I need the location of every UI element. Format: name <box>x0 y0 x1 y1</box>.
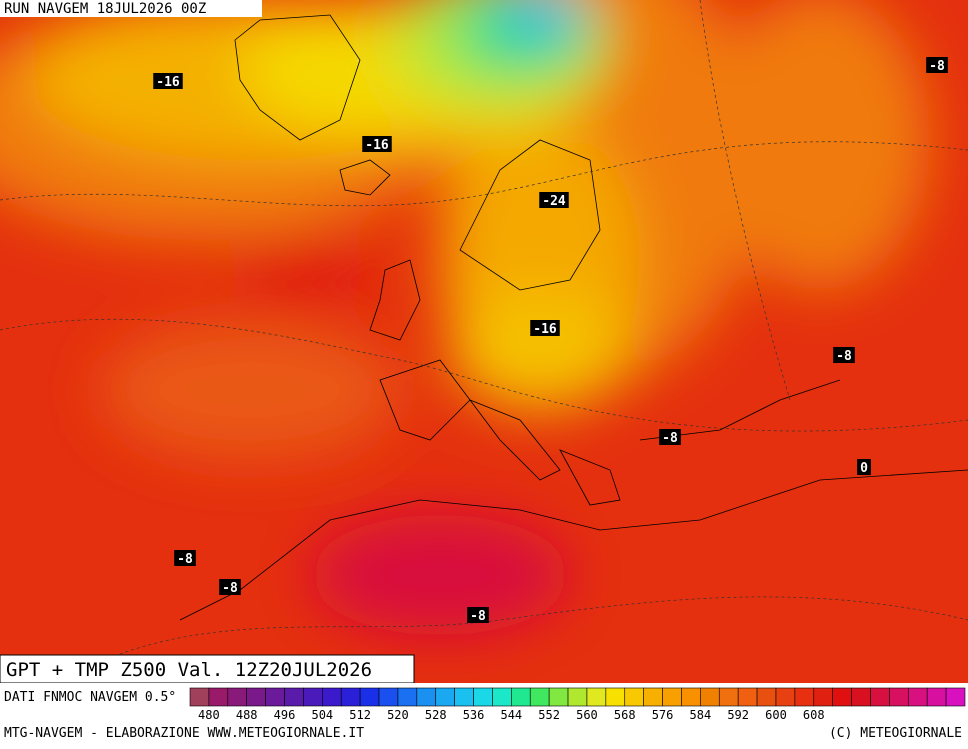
color-swatch <box>227 687 248 707</box>
color-swatch <box>832 687 852 707</box>
run-box <box>0 0 262 17</box>
color-swatch <box>889 687 909 707</box>
color-swatch <box>926 687 947 707</box>
temperature-label: -8 <box>177 552 193 567</box>
source-label: DATI FNMOC NAVGEM 0.5° <box>4 690 176 705</box>
scale-label: 568 <box>614 708 636 722</box>
color-swatch <box>529 687 550 707</box>
color-swatch <box>662 687 682 707</box>
temperature-label: -8 <box>222 581 238 596</box>
temperature-label: -8 <box>929 59 945 74</box>
map-field: -16 -16 -24 -16 -8 -8 -8 0 -8 -8 -8 GPT + TMP Z500… <box>0 0 968 683</box>
color-swatch <box>303 687 323 707</box>
color-swatch <box>416 687 437 707</box>
temperature-labels: -16 -16 -24 -16 -8 -8 -8 0 -8 -8 -8 <box>153 57 948 624</box>
color-swatch <box>700 687 720 707</box>
scale-label: 560 <box>576 708 598 722</box>
temperature-label: -16 <box>156 75 180 90</box>
label-box <box>926 57 948 73</box>
color-swatch <box>586 687 607 707</box>
color-swatch <box>435 687 455 707</box>
scale-label: 544 <box>500 708 522 722</box>
scale-label: 576 <box>652 708 674 722</box>
color-swatch <box>813 687 833 707</box>
color-swatch <box>945 687 966 707</box>
color-swatch <box>643 687 663 707</box>
scale-label: 536 <box>463 708 485 722</box>
scale-label: 504 <box>311 708 333 722</box>
color-swatch <box>870 687 890 707</box>
scale-label: 512 <box>349 708 371 722</box>
scale-label: 520 <box>387 708 409 722</box>
label-box <box>833 347 855 363</box>
scale-label: 552 <box>538 708 560 722</box>
scale-label: 584 <box>690 708 712 722</box>
color-swatch <box>681 687 701 707</box>
label-box <box>857 459 871 475</box>
color-swatch <box>454 687 474 707</box>
color-swatch <box>794 687 815 707</box>
color-swatch <box>340 687 361 707</box>
footer-right: (C) METEOGIORNALE <box>829 726 962 741</box>
color-swatch <box>378 687 399 707</box>
label-box <box>174 550 196 566</box>
color-swatch <box>492 687 512 707</box>
color-swatch <box>605 687 626 707</box>
scale-label: 488 <box>236 708 258 722</box>
color-swatch <box>511 687 531 707</box>
color-swatch <box>322 687 342 707</box>
title-box <box>0 654 415 683</box>
label-box <box>362 136 392 152</box>
temperature-label: -24 <box>542 194 566 209</box>
color-swatch <box>624 687 644 707</box>
color-swatch <box>473 687 493 707</box>
color-swatch <box>718 687 739 707</box>
color-swatch <box>907 687 928 707</box>
temperature-label: -8 <box>836 349 852 364</box>
color-swatch <box>284 687 304 707</box>
scale-label: 608 <box>803 708 825 722</box>
label-box <box>219 579 241 595</box>
label-box <box>659 429 681 445</box>
scale-label: 600 <box>765 708 787 722</box>
color-swatch <box>246 687 266 707</box>
color-swatch <box>737 687 758 707</box>
map-title: GPT + TMP Z500 Val. 12Z20JUL2026 <box>6 659 372 681</box>
footer-left: MTG-NAVGEM - ELABORAZIONE WWW.METEOGIORN… <box>4 726 364 741</box>
scale-label: 592 <box>727 708 749 722</box>
color-swatch <box>756 687 777 707</box>
color-swatch <box>851 687 871 707</box>
scale-label: 480 <box>198 708 220 722</box>
label-box <box>539 192 569 208</box>
temperature-label: -16 <box>365 138 389 153</box>
scale-label: 496 <box>274 708 296 722</box>
color-swatch <box>359 687 380 707</box>
label-box <box>467 607 489 623</box>
color-swatch <box>208 687 229 707</box>
color-swatch <box>265 687 285 707</box>
label-box <box>153 73 183 89</box>
label-box <box>530 320 560 336</box>
contours <box>0 0 968 683</box>
color-swatch <box>397 687 418 707</box>
color-swatch <box>548 687 569 707</box>
run-label: RUN NAVGEM 18JUL2026 00Z <box>4 1 206 17</box>
color-swatch <box>189 687 210 707</box>
temperature-label: -16 <box>533 322 557 337</box>
temperature-label: 0 <box>860 461 868 476</box>
color-bar: 480 488 496 504 512 520 528 536 544 552 560 568 576 5… <box>189 687 966 722</box>
scale-label: 528 <box>425 708 447 722</box>
temperature-label: -8 <box>470 609 486 624</box>
color-swatch <box>567 687 588 707</box>
temperature-label: -8 <box>662 431 678 446</box>
color-swatch <box>775 687 796 707</box>
